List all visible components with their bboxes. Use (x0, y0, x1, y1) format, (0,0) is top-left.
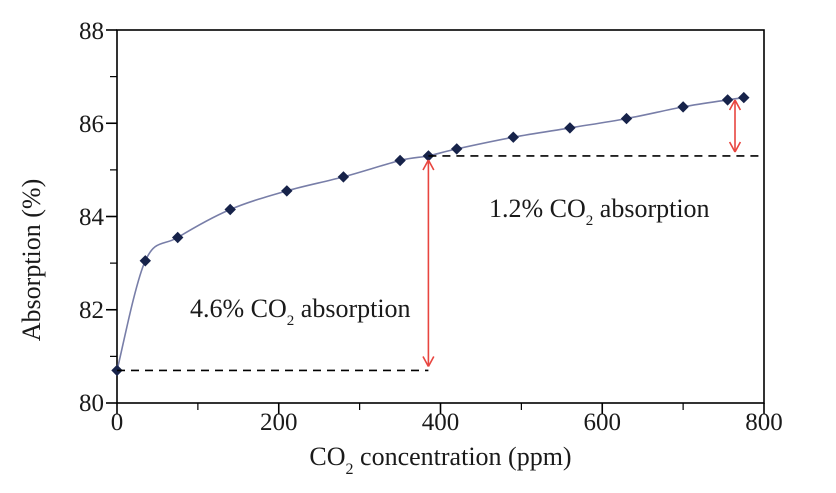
svg-text:82: 82 (79, 297, 104, 324)
svg-text:CO2 concentration (ppm): CO2 concentration (ppm) (309, 442, 571, 478)
svg-text:88: 88 (79, 18, 104, 45)
svg-text:800: 800 (745, 409, 783, 436)
svg-text:1.2% CO2 absorption: 1.2% CO2 absorption (489, 194, 710, 229)
svg-text:600: 600 (584, 409, 622, 436)
svg-text:86: 86 (79, 111, 104, 138)
svg-text:4.6% CO2 absorption: 4.6% CO2 absorption (190, 294, 411, 329)
svg-text:400: 400 (422, 409, 460, 436)
svg-text:200: 200 (260, 409, 298, 436)
svg-text:0: 0 (111, 409, 124, 436)
svg-text:84: 84 (79, 204, 105, 231)
svg-text:80: 80 (79, 390, 104, 417)
svg-text:Absorption (%): Absorption (%) (17, 179, 46, 341)
